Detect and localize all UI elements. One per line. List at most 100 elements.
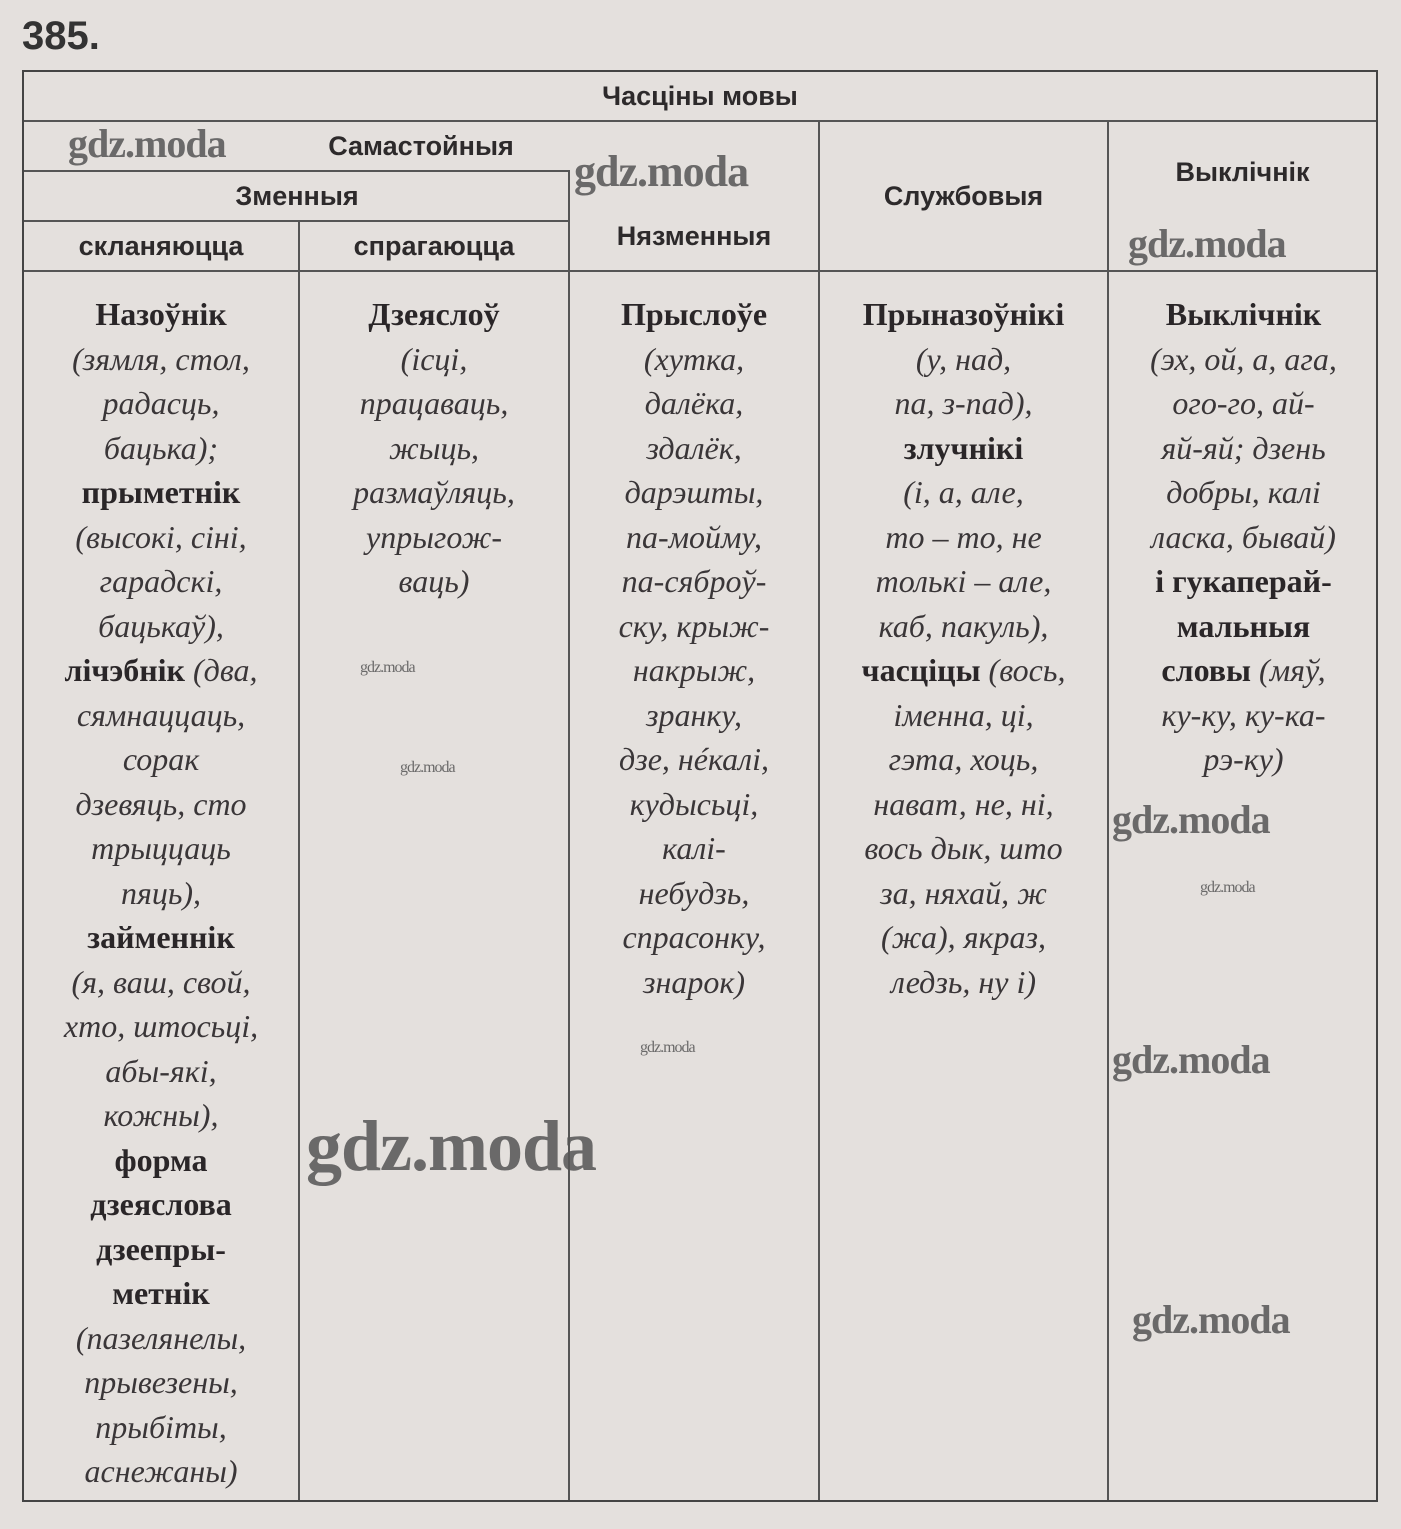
example-text: (я, ваш, свой, (71, 963, 251, 1000)
example-text: вось дык, што (864, 830, 1063, 866)
example-text: працаваць, (359, 385, 509, 421)
example-text: знарок) (643, 963, 745, 1000)
term: займеннік (87, 919, 235, 955)
cell-line: лічэбнік (два, (24, 648, 298, 693)
term: Прыназоўнікі (862, 296, 1065, 332)
example-text: прывезены, (84, 1364, 238, 1400)
term: Назоўнік (95, 296, 227, 332)
cell-line: за, няхай, ж (820, 871, 1107, 916)
example-text: кудысьці, (629, 785, 759, 822)
exercise-number: 385. (22, 14, 100, 58)
term: лічэбнік (64, 652, 193, 688)
example-text: па-сяброў- (621, 563, 767, 599)
cell-line: бацькаў), (24, 604, 298, 649)
example-text: па-мойму, (625, 518, 763, 555)
cell-line: абы-які, (24, 1049, 298, 1094)
cell-line: (пазелянелы, (24, 1316, 298, 1361)
cell-line: (хутка, (570, 337, 818, 382)
example-text: за, няхай, ж (880, 874, 1047, 911)
example-text: ваць) (398, 563, 470, 599)
cell-line: ску, крыж- (570, 604, 818, 649)
divider (24, 220, 570, 222)
example-text: сорак (122, 741, 200, 777)
cell-line: здалёк, (570, 426, 818, 471)
watermark: gdz.moda (1200, 879, 1256, 896)
example-text: пяць), (120, 874, 202, 911)
watermark: gdz.moda (360, 659, 416, 676)
example-text: дарэшты, (624, 474, 764, 510)
table-title: Часціны мовы (602, 80, 798, 111)
example-text: зранку, (646, 696, 742, 733)
divider (298, 220, 300, 1500)
example-text: гарадскі, (99, 563, 223, 599)
example-text: іменна, ці, (893, 696, 1034, 733)
example-text: ласка, бывай) (1151, 518, 1336, 555)
example-text: прыбіты, (95, 1408, 227, 1445)
cell-line: яй-яй; дзень (1109, 426, 1378, 471)
term: метнік (112, 1275, 210, 1311)
cell-line: Прыслоўе (570, 292, 818, 337)
example-text: аснежаны) (84, 1453, 238, 1489)
cell-line: дарэшты, (570, 470, 818, 515)
cell-line: рэ-ку) (1109, 737, 1378, 782)
column-declinable: Назоўнік (зямля, стол, радасць, бацька); пры… (24, 292, 298, 1494)
cell-line: працаваць, (300, 381, 568, 426)
example-text: дзе, нéкалі, (619, 741, 769, 777)
example-text: бацька); (103, 429, 219, 466)
term: мальныя (1176, 607, 1311, 644)
cell-line: Дзеяслоў (300, 292, 568, 337)
column-conjugable: Дзеяслоў (ісці, працаваць, жыць, размаўляць,… (300, 292, 568, 604)
watermark: gdz.moda (1128, 221, 1287, 266)
example-text: ску, крыж- (618, 607, 770, 644)
parts-of-speech-table: Часціны мовы Самастойныя Зменныя скланяю… (22, 70, 1378, 1502)
cell-line: сорак (24, 737, 298, 782)
example-text: ку-ку, ку-ка- (1161, 696, 1326, 733)
example-text: каб, пакуль), (878, 607, 1049, 644)
header-independent: Самастойныя (328, 130, 514, 161)
cell-line: вось дык, што (820, 826, 1107, 871)
cell-line: Назоўнік (24, 292, 298, 337)
example-text: добры, калі (1166, 474, 1321, 510)
example-text: то – то, не (885, 518, 1042, 555)
example-text: (ісці, (400, 340, 468, 377)
divider (1107, 120, 1109, 1500)
cell-line: небудзь, (570, 871, 818, 916)
example-text: упрыгож- (366, 518, 502, 555)
cell-line: і гукаперай- (1109, 559, 1378, 604)
example-text: далёка, (644, 385, 744, 421)
divider (24, 170, 570, 172)
cell-line: (зямля, стол, (24, 337, 298, 382)
term: часціцы (861, 652, 989, 688)
cell-line: злучнікі (820, 426, 1107, 471)
divider (818, 120, 820, 1500)
cell-line: дзе, нéкалі, (570, 737, 818, 782)
header-interjection: Выклічнік (1175, 156, 1310, 187)
cell-line: ку-ку, ку-ка- (1109, 693, 1378, 738)
cell-line: добры, калі (1109, 470, 1378, 515)
example-text: накрыж, (632, 652, 756, 688)
cell-line: Прыназоўнікі (820, 292, 1107, 337)
term: дзеяслова (90, 1186, 232, 1222)
example-text: (высокі, сіні, (75, 518, 247, 555)
example-text: калі- (662, 830, 726, 866)
cell-line: калі- (570, 826, 818, 871)
term: і гукаперай- (1155, 563, 1332, 599)
cell-line: прыбіты, (24, 1405, 298, 1450)
example-text: (два, (192, 652, 258, 688)
header-unchangeable: Нязменныя (616, 220, 772, 251)
example-text: дзевяць, сто (75, 785, 247, 822)
example-text: хто, штосьці, (63, 1008, 259, 1044)
cell-line: аснежаны) (24, 1449, 298, 1494)
cell-line: хто, штосьці, (24, 1004, 298, 1049)
example-text: ледзь, ну і) (890, 963, 1036, 1000)
cell-line: словы (мяў, (1109, 648, 1378, 693)
cell-line: метнік (24, 1271, 298, 1316)
example-text: спрасонку, (622, 919, 766, 955)
cell-line: (я, ваш, свой, (24, 960, 298, 1005)
example-text: кожны), (103, 1097, 219, 1133)
term: словы (1161, 652, 1260, 688)
term: Прыслоўе (620, 296, 768, 332)
cell-line: кожны), (24, 1093, 298, 1138)
cell-line: прывезены, (24, 1360, 298, 1405)
watermark: gdz.moda (306, 1106, 597, 1186)
